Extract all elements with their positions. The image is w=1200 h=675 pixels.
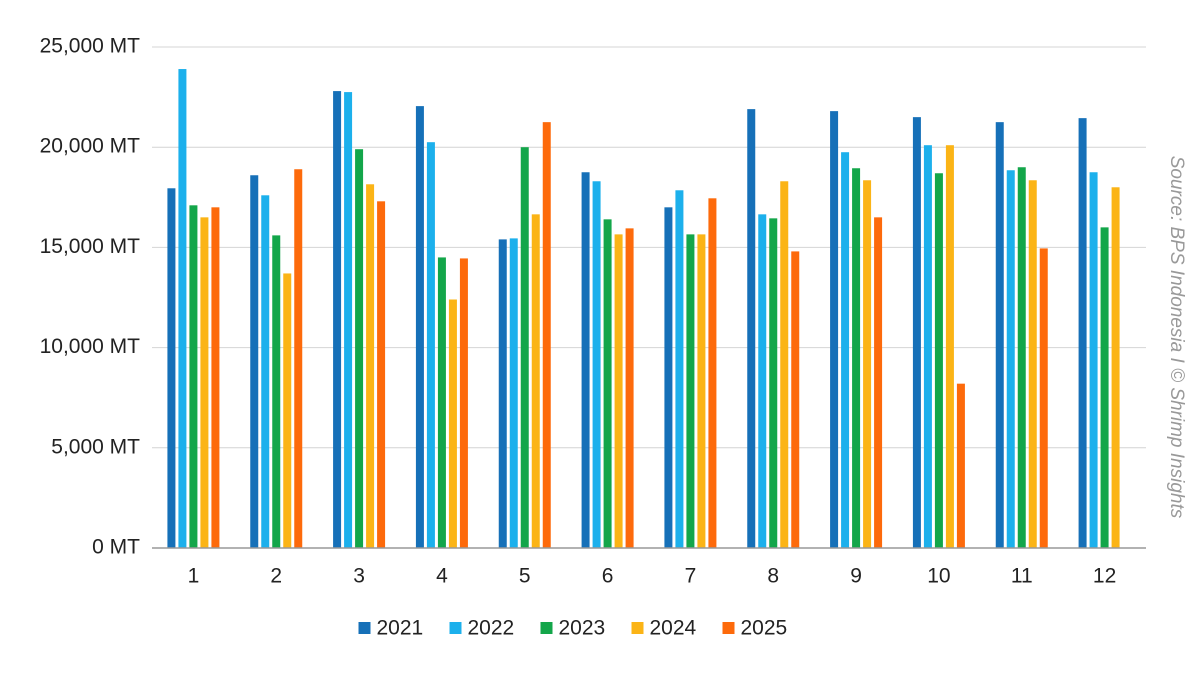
- bar: [923, 145, 932, 549]
- bar: [956, 383, 965, 548]
- bar: [366, 184, 375, 549]
- bar: [758, 214, 767, 549]
- legend-swatch: [722, 622, 735, 634]
- bar: [852, 168, 861, 548]
- x-tick-label: 6: [602, 565, 614, 588]
- bar: [520, 147, 529, 548]
- y-tick-label: 15,000 MT: [40, 235, 141, 258]
- bar: [747, 109, 756, 549]
- bar: [945, 145, 954, 549]
- bar: [995, 122, 1004, 549]
- x-tick-label: 4: [436, 565, 448, 588]
- bar: [697, 234, 706, 548]
- x-tick-label: 7: [685, 565, 697, 588]
- bar: [1100, 227, 1109, 549]
- bar: [708, 198, 717, 548]
- source-note: Source: BPS Indonesia I © Shrimp Insight…: [1166, 156, 1187, 519]
- bar: [426, 142, 435, 548]
- bar: [625, 228, 634, 548]
- bar: [780, 181, 789, 548]
- bar: [769, 218, 778, 549]
- bar: [912, 117, 921, 548]
- bar: [1017, 167, 1026, 549]
- bar: [355, 149, 364, 549]
- bar: [178, 69, 187, 548]
- bar: [1111, 187, 1120, 548]
- x-tick-label: 1: [188, 565, 200, 588]
- bar: [437, 257, 446, 548]
- x-tick-label: 10: [927, 565, 950, 588]
- bar: [272, 235, 281, 548]
- legend-swatch: [449, 622, 462, 634]
- legend-swatch: [540, 622, 553, 634]
- bar: [294, 169, 303, 548]
- bar: [448, 299, 457, 548]
- legend-label: 2024: [650, 617, 697, 640]
- bar: [459, 258, 468, 548]
- bar: [614, 234, 623, 548]
- bar: [261, 195, 270, 548]
- x-tick-label: 8: [767, 565, 779, 588]
- bar: [498, 239, 507, 548]
- bar: [344, 92, 353, 548]
- bar: [603, 219, 612, 548]
- x-tick-label: 12: [1093, 565, 1116, 588]
- y-tick-label: 25,000 MT: [40, 35, 141, 58]
- x-tick-label: 11: [1011, 565, 1033, 588]
- legend-swatch: [358, 622, 371, 634]
- legend-swatch: [631, 622, 644, 634]
- bar: [934, 173, 943, 548]
- bar: [830, 111, 839, 549]
- bar: [1039, 248, 1048, 549]
- bar: [581, 172, 590, 548]
- bar: [1078, 118, 1087, 548]
- bar: [531, 214, 540, 549]
- x-tick-label: 2: [270, 565, 282, 588]
- y-tick-label: 20,000 MT: [40, 135, 141, 158]
- y-tick-label: 10,000 MT: [40, 335, 141, 358]
- bar: [1028, 180, 1037, 549]
- legend-label: 2023: [559, 617, 606, 640]
- bar: [200, 217, 209, 548]
- bar: [675, 190, 684, 548]
- bar: [686, 234, 695, 548]
- bar: [415, 106, 424, 549]
- bar: [542, 122, 551, 549]
- bar: [863, 180, 872, 549]
- bar: [841, 152, 850, 548]
- legend-label: 2022: [468, 617, 515, 640]
- bar: [283, 273, 292, 548]
- bar: [333, 91, 342, 548]
- bar: [791, 251, 800, 548]
- x-tick-label: 9: [850, 565, 862, 588]
- x-tick-label: 3: [353, 565, 365, 588]
- bar: [189, 205, 198, 549]
- bar: [1089, 172, 1098, 548]
- y-tick-label: 0 MT: [92, 536, 140, 559]
- bar: [167, 188, 176, 549]
- bar: [509, 238, 518, 548]
- bar: [211, 207, 220, 548]
- bar: [664, 207, 673, 548]
- bar: [874, 217, 883, 548]
- y-tick-label: 5,000 MT: [51, 435, 140, 458]
- bar: [592, 181, 601, 548]
- legend-label: 2021: [377, 617, 424, 640]
- bar: [377, 201, 386, 549]
- legend-label: 2025: [741, 617, 788, 640]
- bar: [250, 175, 259, 549]
- x-tick-label: 5: [519, 565, 531, 588]
- bar: [1006, 170, 1015, 548]
